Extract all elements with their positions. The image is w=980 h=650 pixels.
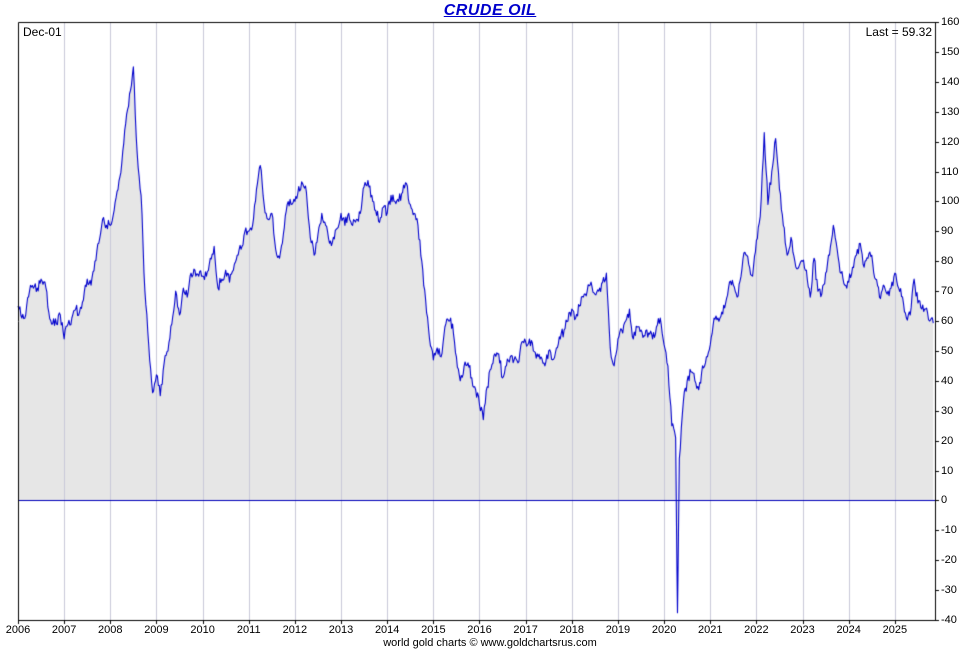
y-axis-tick-label: 70 xyxy=(941,285,954,298)
y-axis-tick-label: 100 xyxy=(941,195,960,208)
x-axis-tick-label: 2006 xyxy=(5,624,31,636)
x-axis-tick-label: 2013 xyxy=(328,624,354,636)
x-axis-tick-label: 2018 xyxy=(559,624,585,636)
y-axis-tick-label: 120 xyxy=(941,135,960,148)
x-axis-tick-label: 2025 xyxy=(882,624,908,636)
y-axis-tick-label: 20 xyxy=(941,434,954,447)
y-axis-tick-label: 130 xyxy=(941,105,960,118)
x-axis-tick-label: 2007 xyxy=(51,624,77,636)
y-axis-tick-label: 50 xyxy=(941,344,954,357)
x-axis-tick-label: 2021 xyxy=(697,624,723,636)
x-axis-tick-label: 2009 xyxy=(144,624,169,636)
last-price-label: Last = 59.32 xyxy=(865,25,932,39)
y-axis-tick-label: 80 xyxy=(941,255,954,268)
chart-credit-footer: world gold charts © www.goldchartsrus.co… xyxy=(383,637,597,649)
y-axis-tick-label: 0 xyxy=(941,494,948,507)
x-axis-tick-label: 2014 xyxy=(374,624,400,636)
y-axis-tick-label: 10 xyxy=(941,464,954,477)
y-axis-tick-label: -30 xyxy=(941,584,957,597)
x-axis-tick-label: 2022 xyxy=(744,624,769,636)
chart-start-date-label: Dec-01 xyxy=(23,25,62,39)
x-axis-tick-label: 2012 xyxy=(282,624,308,636)
y-axis-tick-label: 140 xyxy=(941,75,960,88)
y-axis-tick-label: 160 xyxy=(941,16,960,28)
x-axis-tick-label: 2016 xyxy=(467,624,492,636)
y-axis-tick-label: 60 xyxy=(941,315,954,327)
x-axis-tick-label: 2019 xyxy=(605,624,631,636)
y-axis-tick-label: 40 xyxy=(941,374,954,387)
chart-title: CRUDE OIL xyxy=(443,2,537,19)
y-axis-tick-label: 150 xyxy=(941,45,960,58)
x-axis-tick-label: 2023 xyxy=(790,624,815,636)
y-axis-tick-label: 90 xyxy=(941,225,954,238)
y-axis-tick-label: -20 xyxy=(941,554,957,567)
x-axis-tick-label: 2011 xyxy=(236,624,261,636)
x-axis-tick-label: 2010 xyxy=(190,624,215,636)
y-axis-tick-label: -40 xyxy=(941,614,957,626)
x-axis-tick-label: 2024 xyxy=(836,624,861,636)
x-axis-tick-label: 2020 xyxy=(651,624,677,636)
x-axis-tick-label: 2008 xyxy=(98,624,123,636)
y-axis-tick-label: 30 xyxy=(941,404,954,417)
y-axis-tick-label: 110 xyxy=(941,165,959,178)
y-axis-tick-label: -10 xyxy=(941,524,957,537)
x-axis-tick-label: 2017 xyxy=(513,624,538,636)
x-axis-tick-label: 2015 xyxy=(421,624,446,636)
